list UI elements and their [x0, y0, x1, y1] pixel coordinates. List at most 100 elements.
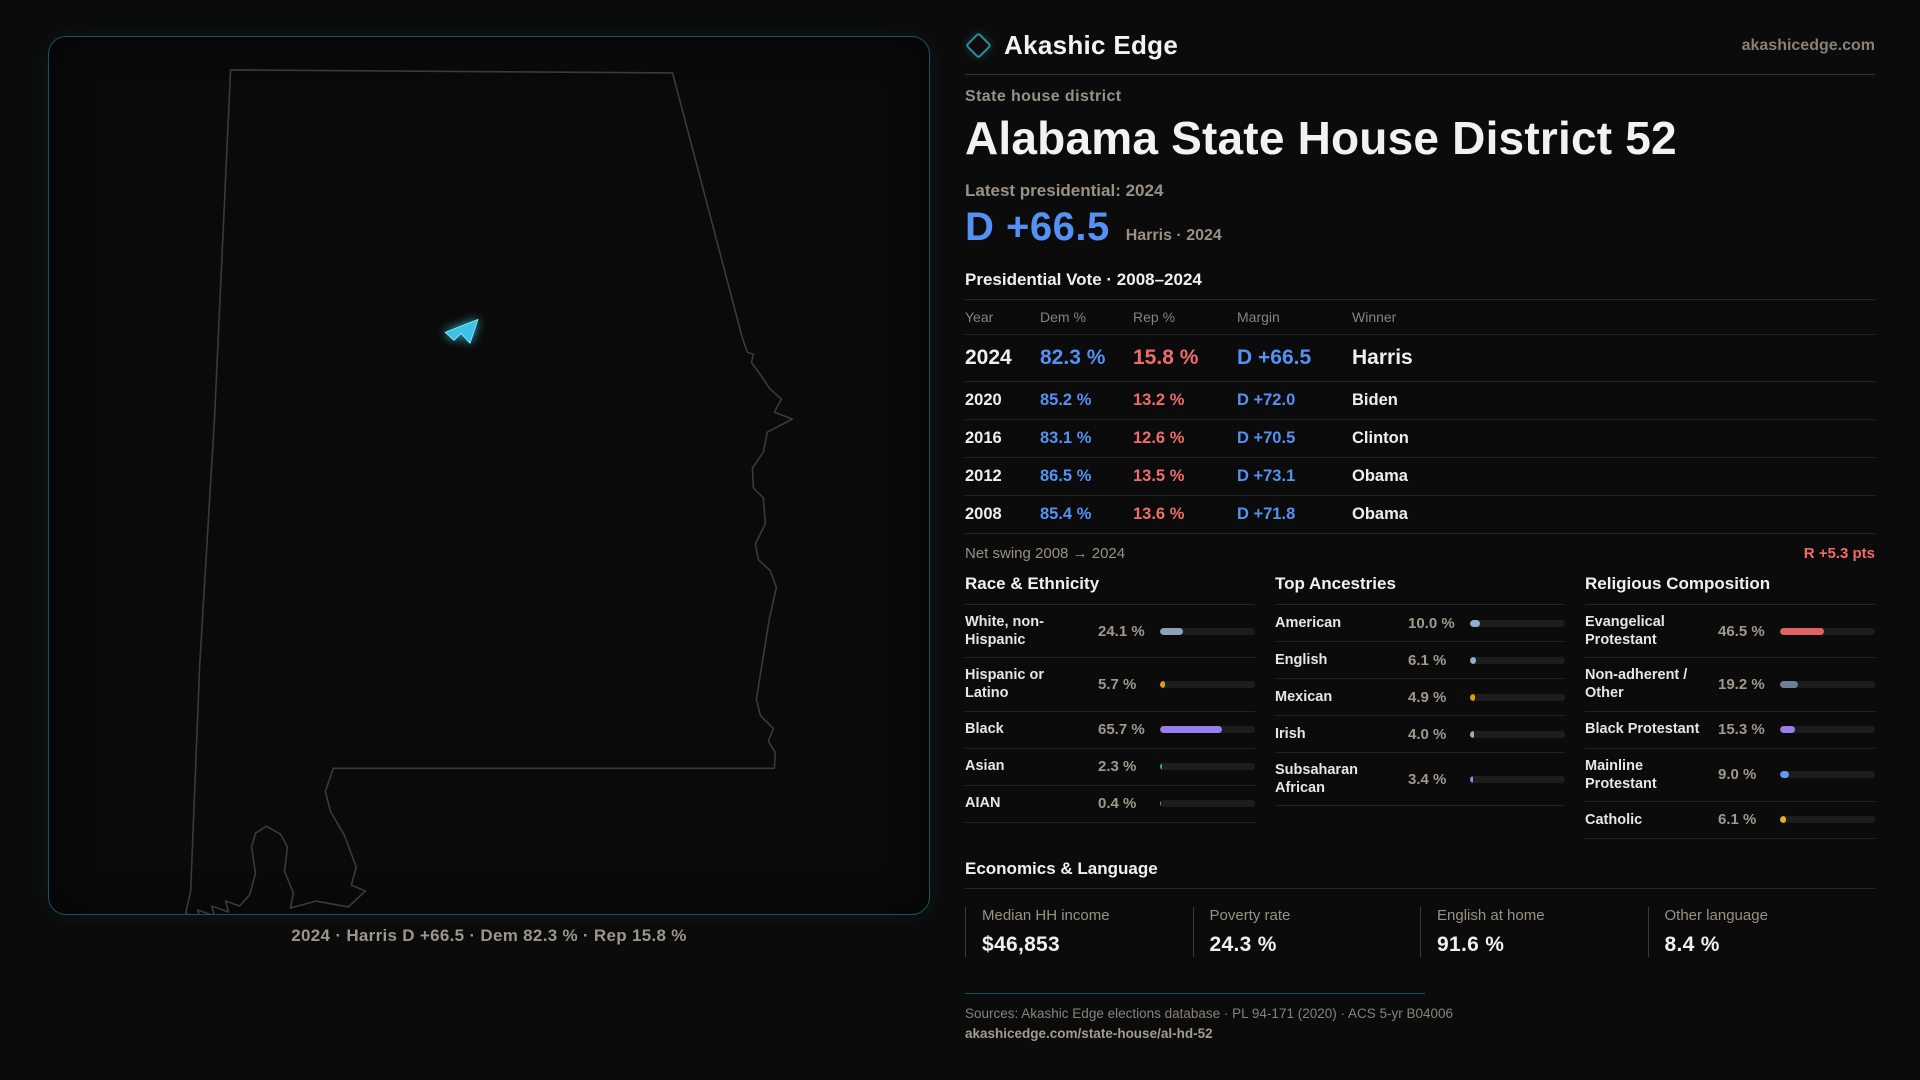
- stat-label: Other language: [1664, 906, 1768, 924]
- bar-track: [1160, 726, 1255, 733]
- stat-value: $46,853: [982, 932, 1061, 956]
- demo-value: 19.2 %: [1718, 675, 1765, 693]
- list-item: Black Protestant 15.3 %: [1585, 712, 1875, 749]
- list-item: White, non-Hispanic 24.1 %: [965, 605, 1255, 659]
- bar-track: [1780, 680, 1875, 688]
- bar-fill: [1470, 730, 1474, 738]
- bar-fill: [1470, 775, 1474, 783]
- vote-table: Year Dem % Rep % Margin Winner 2024 82.3…: [965, 300, 1875, 534]
- table-row: 2020 85.2 % 13.2 % D +72.0 Biden: [965, 382, 1875, 420]
- winner: Obama: [1352, 467, 1408, 485]
- demo-value: 3.4 %: [1408, 770, 1447, 788]
- margin: D +72.0: [1237, 391, 1296, 409]
- economics-title: Economics & Language: [965, 859, 1875, 889]
- demo-value: 5.7 %: [1098, 675, 1137, 693]
- col-dem: Dem %: [1040, 309, 1086, 325]
- demo-label: Subsaharan African: [1275, 762, 1358, 797]
- list-item: Asian 2.3 %: [965, 749, 1255, 786]
- list-item: Black 65.7 %: [965, 712, 1255, 749]
- net-swing: Net swing 2008 → 2024 R +5.3 pts: [965, 534, 1875, 566]
- col-rep: Rep %: [1133, 309, 1176, 325]
- stat-other-language: Other language 8.4 %: [1647, 906, 1876, 957]
- list-item: Catholic 6.1 %: [1585, 802, 1875, 839]
- list-item: AIAN 0.4 %: [965, 786, 1255, 823]
- demo-label: Evangelical Protestant: [1585, 614, 1665, 649]
- demo-label: Black Protestant: [1585, 721, 1700, 738]
- rep-pct: 13.5 %: [1133, 467, 1185, 485]
- race-ethnicity-section: Race & Ethnicity White, non-Hispanic 24.…: [965, 574, 1255, 823]
- religion-section: Religious Composition Evangelical Protes…: [1585, 574, 1875, 839]
- demo-value: 46.5 %: [1718, 622, 1765, 640]
- vote-table-title: Presidential Vote · 2008–2024: [965, 270, 1875, 300]
- demo-value: 24.1 %: [1098, 622, 1145, 640]
- year: 2024: [965, 346, 1012, 369]
- district-map-panel: [48, 36, 930, 915]
- demo-label: White, non-Hispanic: [965, 614, 1044, 649]
- demo-value: 0.4 %: [1098, 795, 1137, 812]
- margin-value: D +66.5: [965, 205, 1110, 249]
- table-row: 2016 83.1 % 12.6 % D +70.5 Clinton: [965, 420, 1875, 458]
- list-item: English 6.1 %: [1275, 642, 1565, 679]
- dem-pct: 83.1 %: [1040, 429, 1092, 447]
- site-link[interactable]: akashicedge.com: [1741, 36, 1875, 54]
- demo-value: 6.1 %: [1718, 811, 1757, 829]
- table-row: 2008 85.4 % 13.6 % D +71.8 Obama: [965, 496, 1875, 534]
- bar-fill: [1470, 619, 1480, 627]
- demo-value: 65.7 %: [1098, 721, 1145, 738]
- demo-value: 4.0 %: [1408, 725, 1447, 743]
- bar-track: [1780, 627, 1875, 635]
- demo-label: Hispanic or Latino: [965, 667, 1044, 702]
- section-title: Top Ancestries: [1275, 574, 1565, 605]
- margin: D +73.1: [1237, 467, 1296, 485]
- rep-pct: 13.6 %: [1133, 505, 1185, 523]
- demo-label: Mainline Protestant: [1585, 757, 1657, 792]
- brand-name: Akashic Edge: [1004, 30, 1179, 60]
- bar-fill: [1780, 816, 1786, 824]
- bar-fill: [1780, 680, 1799, 688]
- winner: Biden: [1352, 391, 1398, 409]
- demo-label: Irish: [1275, 725, 1306, 742]
- winner: Obama: [1352, 505, 1408, 523]
- year: 2020: [965, 391, 1002, 409]
- margin-context: Harris · 2024: [1125, 227, 1222, 244]
- list-item: Non-adherent / Other 19.2 %: [1585, 658, 1875, 712]
- district-52-shape[interactable]: [444, 318, 479, 344]
- dem-pct: 85.4 %: [1040, 505, 1092, 523]
- headline-margin: D +66.5 Harris · 2024: [965, 205, 1875, 250]
- demo-label: Black: [965, 721, 1004, 738]
- demo-value: 10.0 %: [1408, 614, 1455, 632]
- year: 2008: [965, 505, 1002, 523]
- net-swing-value: R +5.3 pts: [1803, 545, 1875, 562]
- bar-track: [1470, 619, 1565, 627]
- stat-label: Median HH income: [982, 906, 1110, 924]
- table-row: 2024 82.3 % 15.8 % D +66.5 Harris: [965, 335, 1875, 382]
- stat-value: 8.4 %: [1664, 932, 1720, 956]
- bar-track: [1160, 800, 1255, 807]
- permalink[interactable]: akashicedge.com/state-house/al-hd-52: [965, 1025, 1213, 1041]
- footer: Sources: Akashic Edge elections database…: [965, 992, 1875, 1041]
- list-item: Mexican 4.9 %: [1275, 679, 1565, 716]
- demo-value: 15.3 %: [1718, 721, 1765, 738]
- footer-divider: [965, 992, 1425, 994]
- bar-fill: [1470, 656, 1476, 664]
- bar-fill: [1160, 763, 1163, 770]
- list-item: Mainline Protestant 9.0 %: [1585, 749, 1875, 802]
- bar-fill: [1780, 627, 1825, 635]
- col-winner: Winner: [1352, 309, 1397, 325]
- kicker: State house district: [965, 88, 1122, 105]
- stat-label: Poverty rate: [1209, 906, 1291, 924]
- bar-track: [1470, 693, 1565, 701]
- bar-fill: [1780, 771, 1789, 779]
- bar-track: [1780, 816, 1875, 824]
- rep-pct: 12.6 %: [1133, 429, 1185, 447]
- winner: Harris: [1352, 346, 1413, 369]
- stat-value: 91.6 %: [1437, 932, 1505, 956]
- demo-value: 6.1 %: [1408, 651, 1447, 669]
- demo-value: 9.0 %: [1718, 766, 1757, 784]
- demographics: Race & Ethnicity White, non-Hispanic 24.…: [965, 574, 1875, 839]
- bar-fill: [1470, 693, 1475, 701]
- bar-track: [1780, 771, 1875, 779]
- header-divider: [965, 74, 1875, 75]
- list-item: American 10.0 %: [1275, 605, 1565, 642]
- page-title: Alabama State House District 52: [965, 112, 1677, 164]
